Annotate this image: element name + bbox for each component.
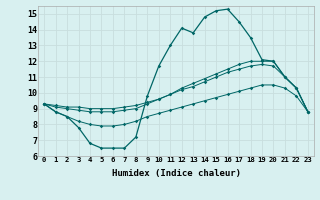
X-axis label: Humidex (Indice chaleur): Humidex (Indice chaleur)	[111, 169, 241, 178]
